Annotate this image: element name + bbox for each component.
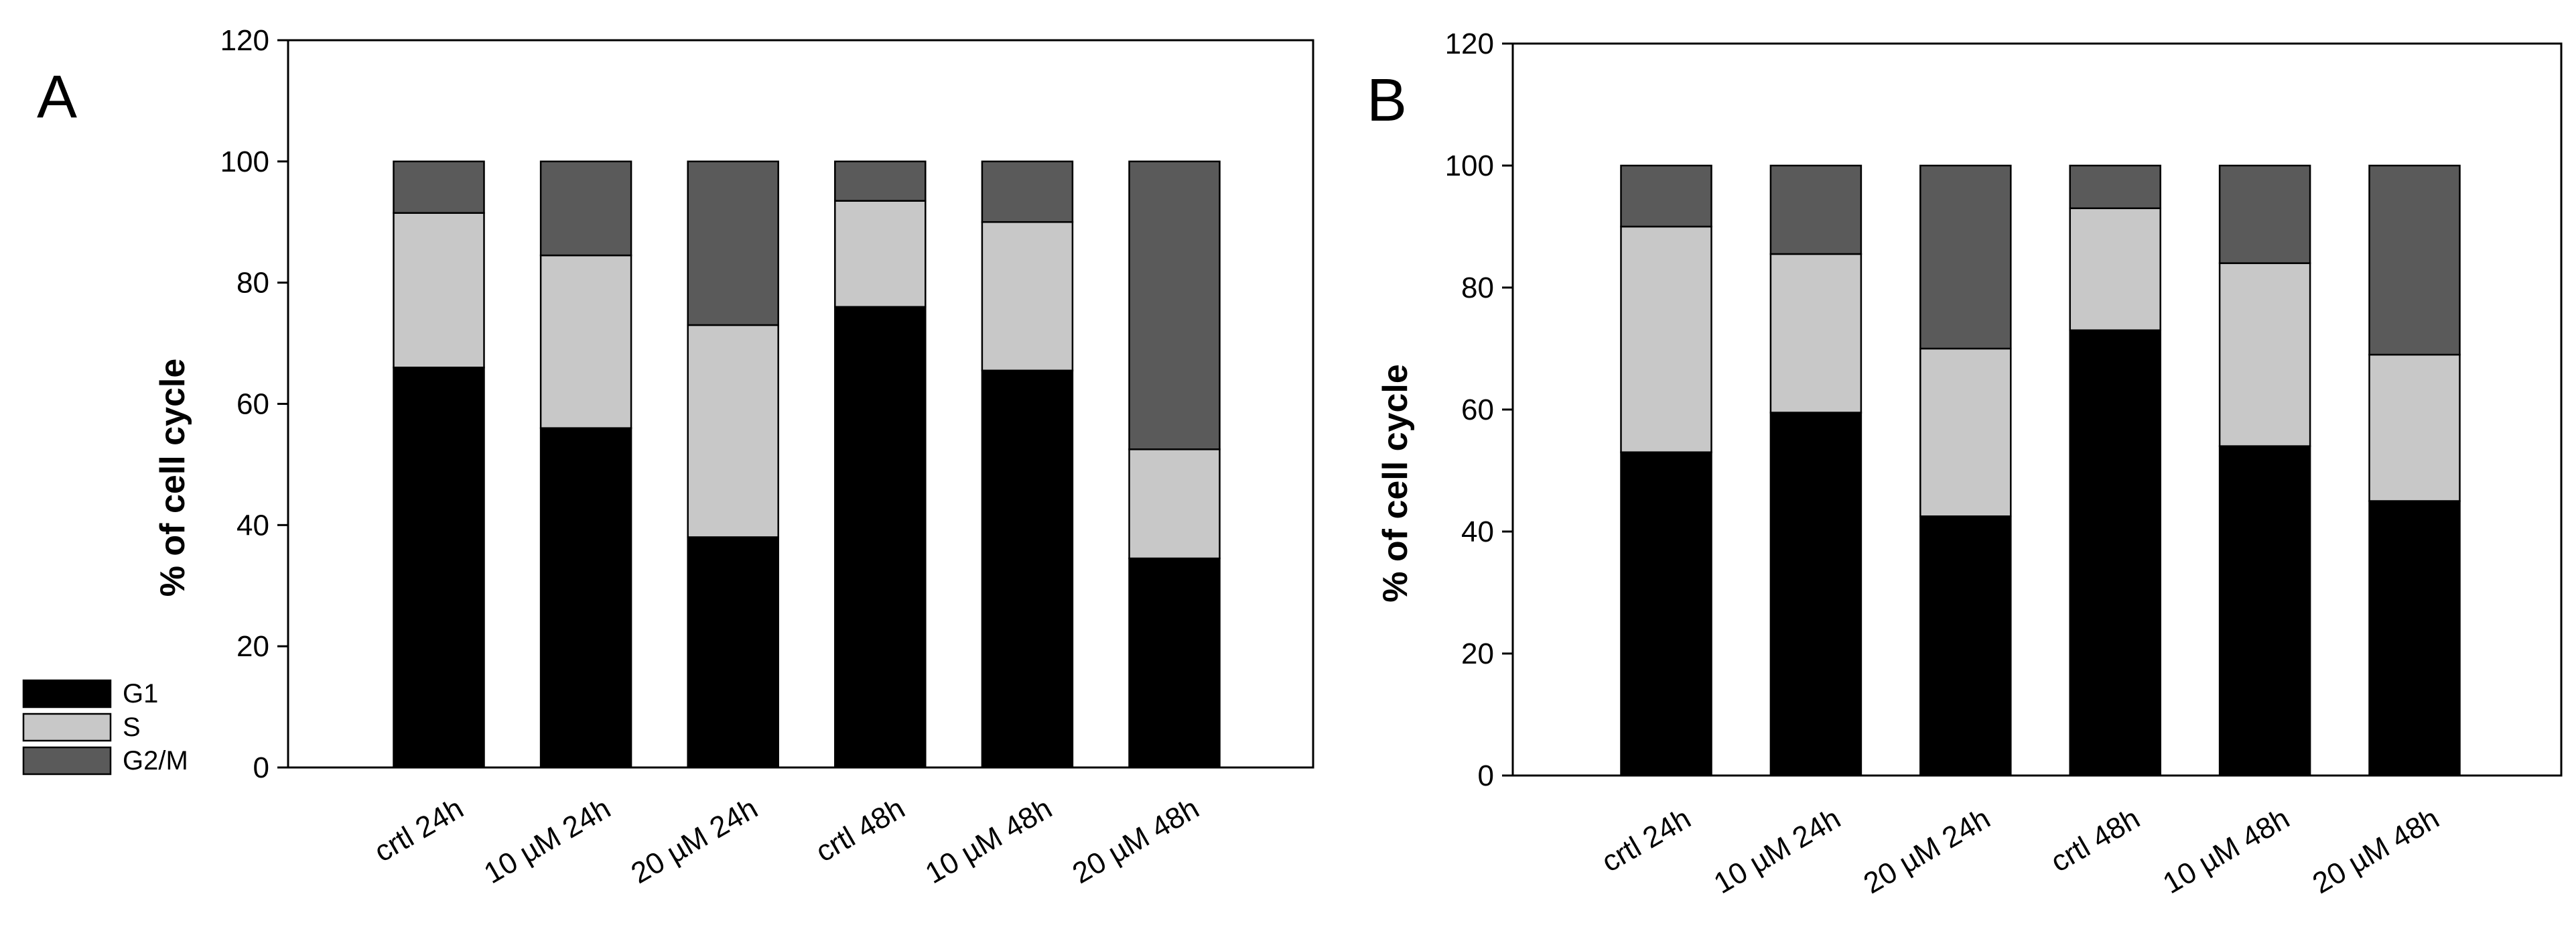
panel-b-x-tick-label: 10 µM 48h <box>2157 802 2295 900</box>
legend-label-g1: G1 <box>123 679 158 708</box>
panel-b-y-tick-label: 40 <box>1461 515 1494 548</box>
panel-b-y-tick-label: 80 <box>1461 271 1494 304</box>
panel-b-bar-g2m-4 <box>2069 164 2161 209</box>
panel-a-y-tick-label: 0 <box>253 751 269 784</box>
legend-label-g2m: G2/M <box>123 746 188 776</box>
panel-a-bar-g1-6 <box>1128 557 1221 769</box>
panel-b-bar-s-1 <box>1620 225 1712 453</box>
panel-b-bar-s-3 <box>1919 347 2012 517</box>
panel-a-bar-s-4 <box>834 200 927 308</box>
panel-a-bar-g2m-4 <box>834 160 927 202</box>
panel-b-y-tick-label: 120 <box>1445 27 1494 60</box>
panel-b-bar-g2m-6 <box>2368 164 2461 356</box>
panel-a-label: A <box>37 64 77 131</box>
panel-b-bar-g1-3 <box>1919 515 2012 777</box>
panel-a-bar-g2m-5 <box>981 160 1074 223</box>
panel-a-bar-g1-1 <box>393 367 485 769</box>
panel-b-x-tick-label: crtl 24h <box>1597 802 1696 879</box>
legend-swatch-g2m <box>22 746 112 776</box>
panel-b-bar-g1-5 <box>2218 445 2311 777</box>
panel-a-x-tick-label: 20 µM 24h <box>626 792 763 890</box>
panel-b-x-tick-label: 10 µM 24h <box>1708 802 1846 900</box>
panel-a-bar-s-6 <box>1128 448 1221 560</box>
panel-a-y-tick-label: 40 <box>236 509 269 542</box>
panel-a-y-axis-label: % of cell cycle <box>153 359 192 597</box>
panel-a-bar-s-2 <box>539 254 632 429</box>
panel-a-x-tick-label: 10 µM 24h <box>478 792 616 890</box>
panel-a-bar-g1-3 <box>687 536 779 769</box>
panel-b-bar-s-5 <box>2218 262 2311 447</box>
panel-b-x-tick-label: 20 µM 24h <box>1858 802 1995 900</box>
panel-a-y-tick-label: 100 <box>220 145 269 178</box>
panel-b-y-axis-label: % of cell cycle <box>1376 364 1415 603</box>
panel-a-y-tick-label: 120 <box>220 24 269 57</box>
panel-a-x-tick-label: 10 µM 48h <box>920 792 1057 890</box>
panel-a-y-tick-label: 80 <box>236 267 269 300</box>
panel-a-bar-g2m-3 <box>687 160 779 326</box>
panel-b-bar-g2m-1 <box>1620 164 1712 228</box>
panel-a-bar-g2m-2 <box>539 160 632 257</box>
panel-a-y-tick-label: 20 <box>236 630 269 663</box>
panel-b-bar-s-2 <box>1769 253 1862 414</box>
panel-a-bar-g1-4 <box>834 306 927 769</box>
panel-b-bar-s-4 <box>2069 207 2161 331</box>
panel-b-y-tick-label: 0 <box>1478 759 1494 792</box>
panel-b-x-tick-label: crtl 48h <box>2045 802 2145 879</box>
panel-a-bar-g1-5 <box>981 369 1074 769</box>
panel-a-bar-s-1 <box>393 212 485 369</box>
panel-b-bar-g1-4 <box>2069 329 2161 777</box>
panel-a-x-tick-label: crtl 48h <box>810 792 910 869</box>
panel-b-bar-g2m-5 <box>2218 164 2311 264</box>
panel-a-x-tick-label: 20 µM 48h <box>1067 792 1205 890</box>
panel-a-bar-s-3 <box>687 324 779 538</box>
panel-b-bar-g2m-2 <box>1769 164 1862 255</box>
panel-a-bar-g2m-6 <box>1128 160 1221 450</box>
panel-a-x-tick-label: crtl 24h <box>369 792 469 869</box>
panel-b-bar-g1-1 <box>1620 451 1712 777</box>
panel-a-bar-g2m-1 <box>393 160 485 214</box>
panel-b-bar-g1-6 <box>2368 500 2461 777</box>
panel-b-bar-g1-2 <box>1769 412 1862 777</box>
panel-b-bar-s-6 <box>2368 353 2461 502</box>
panel-b-bar-g2m-3 <box>1919 164 2012 350</box>
legend-swatch-g1 <box>22 679 112 708</box>
panel-b-y-tick-label: 20 <box>1461 637 1494 670</box>
panel-a-y-tick-label: 60 <box>236 388 269 421</box>
panel-a-bar-g1-2 <box>539 427 632 769</box>
panel-a-bar-s-5 <box>981 221 1074 372</box>
legend-label-s: S <box>123 713 141 742</box>
panel-b-x-tick-label: 20 µM 48h <box>2307 802 2445 900</box>
panel-b-y-tick-label: 100 <box>1445 149 1494 182</box>
panel-b-label: B <box>1367 67 1407 134</box>
legend-swatch-s <box>22 713 112 742</box>
panel-b-y-tick-label: 60 <box>1461 393 1494 426</box>
